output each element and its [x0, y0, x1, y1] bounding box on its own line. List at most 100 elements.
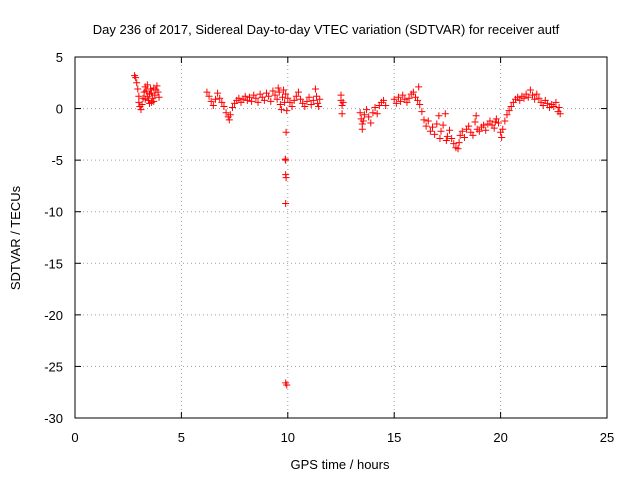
- data-point: [273, 95, 281, 103]
- data-point: [543, 99, 551, 107]
- data-point: [475, 127, 483, 135]
- data-point: [492, 115, 500, 123]
- data-point: [313, 92, 321, 100]
- data-point: [248, 97, 256, 105]
- data-point: [276, 100, 284, 108]
- data-point: [339, 98, 347, 106]
- data-point: [482, 126, 490, 134]
- data-point: [454, 145, 462, 153]
- data-point: [147, 85, 155, 93]
- data-point: [443, 132, 451, 140]
- data-point: [218, 98, 226, 106]
- data-point: [501, 117, 509, 125]
- y-tick-label: 5: [56, 50, 63, 65]
- x-tick-label: 20: [493, 430, 507, 445]
- data-point: [480, 121, 488, 129]
- data-point: [292, 92, 300, 100]
- x-axis-label: GPS time / hours: [291, 457, 390, 472]
- data-point: [505, 107, 513, 115]
- data-point: [422, 122, 430, 130]
- data-point: [265, 92, 273, 100]
- data-point: [205, 92, 213, 100]
- data-point: [436, 134, 444, 142]
- x-tick-label: 25: [600, 430, 614, 445]
- data-point: [214, 89, 222, 97]
- data-point: [409, 88, 417, 96]
- data-point: [472, 112, 480, 120]
- data-point: [222, 109, 230, 117]
- data-point: [373, 110, 381, 118]
- data-point: [520, 94, 528, 102]
- x-tick-label: 10: [281, 430, 295, 445]
- data-point: [490, 124, 498, 132]
- data-point: [274, 84, 282, 92]
- data-point: [556, 110, 564, 118]
- data-point: [132, 74, 140, 82]
- data-point: [420, 116, 428, 124]
- data-point: [394, 93, 402, 101]
- data-point: [358, 125, 366, 133]
- data-point: [403, 98, 411, 106]
- data-point: [416, 100, 424, 108]
- data-point: [399, 91, 407, 99]
- data-point: [278, 93, 286, 101]
- y-tick-label: -25: [44, 359, 63, 374]
- data-point: [369, 109, 377, 117]
- data-point: [288, 103, 296, 111]
- data-point: [282, 90, 290, 98]
- data-point: [529, 91, 537, 99]
- data-point: [145, 99, 153, 107]
- data-point: [424, 117, 432, 125]
- data-point: [469, 131, 477, 139]
- data-point: [465, 122, 473, 130]
- data-point: [429, 123, 437, 131]
- data-point: [338, 101, 346, 109]
- data-point: [471, 118, 479, 126]
- data-point: [405, 94, 413, 102]
- data-point: [455, 139, 463, 147]
- data-point: [552, 98, 560, 106]
- data-point: [245, 93, 253, 101]
- grid-lines: [75, 57, 607, 418]
- y-axis-label: SDTVAR / TECUs: [8, 185, 23, 290]
- data-point: [280, 86, 288, 94]
- data-point: [437, 127, 445, 135]
- y-tick-label: -30: [44, 411, 63, 426]
- data-point: [282, 128, 290, 136]
- data-point: [282, 174, 290, 182]
- data-point: [134, 85, 142, 93]
- data-point: [390, 95, 398, 103]
- data-point: [226, 111, 234, 119]
- data-point: [526, 86, 534, 94]
- data-point: [397, 97, 405, 105]
- data-point: [305, 93, 313, 101]
- data-point: [418, 108, 426, 116]
- data-point: [460, 133, 468, 141]
- data-point: [220, 103, 228, 111]
- x-tick-label: 5: [178, 430, 185, 445]
- data-point: [550, 103, 558, 111]
- data-point: [294, 88, 302, 96]
- data-point: [439, 121, 447, 129]
- data-point: [135, 92, 143, 100]
- data-point: [241, 92, 249, 100]
- data-point: [275, 88, 283, 96]
- data-point: [441, 110, 449, 118]
- data-point: [503, 111, 511, 119]
- data-point: [360, 111, 368, 119]
- data-point: [371, 104, 379, 112]
- data-point: [359, 117, 367, 125]
- data-point: [142, 87, 150, 95]
- data-point: [284, 94, 292, 102]
- data-point: [154, 88, 162, 96]
- data-point: [209, 101, 217, 109]
- data-point: [235, 94, 243, 102]
- data-point: [286, 98, 294, 106]
- data-point: [555, 104, 563, 112]
- data-point: [486, 117, 494, 125]
- data-point: [494, 119, 502, 127]
- data-point: [507, 103, 515, 111]
- data-point: [498, 133, 506, 141]
